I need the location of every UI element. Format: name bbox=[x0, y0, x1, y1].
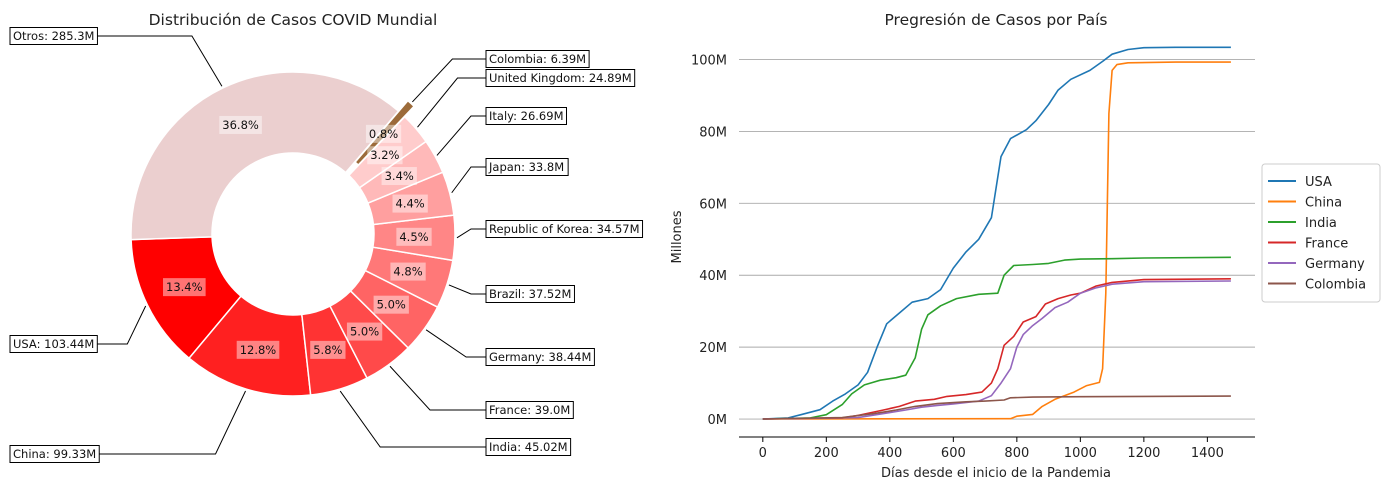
y-tick-label: 60M bbox=[699, 197, 727, 212]
pie-pct-bg-germany bbox=[373, 295, 409, 314]
pie-leader-republic-of-korea bbox=[456, 228, 486, 239]
pie-annotation-otros: Otros: 285.3M bbox=[13, 29, 94, 43]
x-axis-label: Días desde el inicio de la Pandemia bbox=[881, 466, 1111, 481]
line-chart-axes: 0 200 400 600 800 1000 1200 1400 0M 20M 40M 60M 80M 1… bbox=[691, 54, 1255, 461]
pie-annotation-republic-of-korea: Republic of Korea: 34.57M bbox=[489, 222, 640, 236]
series-line-india bbox=[762, 256, 1231, 420]
y-tick-label: 80M bbox=[699, 125, 727, 140]
legend-label-india: India bbox=[1305, 216, 1337, 231]
pie-pct-india: 5.8% bbox=[313, 343, 342, 357]
x-tick-label: 1400 bbox=[1191, 446, 1224, 461]
pie-pct-france: 5.0% bbox=[350, 325, 379, 339]
pie-annotations: USA: 103.44M China: 99.33M India: 45.02M Fr… bbox=[9, 27, 644, 463]
legend-label-colombia: Colombia bbox=[1305, 278, 1366, 293]
pie-pct-japan: 4.4% bbox=[396, 197, 425, 211]
pie-leader-italy bbox=[436, 115, 486, 156]
pie-pct-bg-otros bbox=[219, 115, 262, 134]
pie-annotation-india: India: 45.02M bbox=[489, 440, 568, 454]
pie-slice-united-kingdom bbox=[347, 115, 428, 189]
pie-annotation-italy: Italy: 26.69M bbox=[489, 109, 564, 123]
legend-frame bbox=[1261, 163, 1381, 303]
pie-pct-bg-china bbox=[236, 340, 280, 359]
pie-pct-colombia: 0.8% bbox=[369, 127, 398, 141]
pie-annotation-japan: Japan: 33.8M bbox=[488, 160, 564, 174]
legend-label-usa: USA bbox=[1305, 175, 1332, 190]
pie-pct-bg-france bbox=[346, 322, 383, 341]
pie-leader-otros bbox=[97, 35, 223, 87]
x-tick-label: 1200 bbox=[1127, 446, 1160, 461]
pie-pct-usa: 13.4% bbox=[166, 280, 203, 294]
pie-pct-bg-united-kingdom bbox=[367, 146, 403, 165]
pie-pct-otros: 36.8% bbox=[222, 118, 259, 132]
pie-chart: Distribución de Casos COVID Mundial 13.4… bbox=[9, 11, 644, 463]
pie-pct-bg-india bbox=[310, 340, 346, 359]
pie-leader-united-kingdom bbox=[417, 77, 486, 128]
pie-pct-bg-republic-of-korea bbox=[396, 227, 432, 246]
x-tick-label: 1000 bbox=[1064, 446, 1097, 461]
pie-pct-united-kingdom: 3.2% bbox=[370, 148, 399, 162]
pie-leader-india bbox=[339, 390, 486, 448]
series-line-china bbox=[762, 61, 1231, 420]
pie-annotation-united-kingdom: United Kingdom: 24.89M bbox=[489, 71, 632, 85]
y-tick-label: 0M bbox=[708, 413, 728, 428]
series-line-germany bbox=[762, 280, 1231, 420]
pie-annotation-france: France: 39.0M bbox=[489, 403, 570, 417]
line-chart-title: Pregresión de Casos por País bbox=[884, 11, 1107, 29]
series-line-usa bbox=[762, 46, 1231, 420]
pie-annotation-colombia: Colombia: 6.39M bbox=[489, 52, 586, 66]
y-tick-label: 20M bbox=[699, 341, 727, 356]
legend-label-china: China bbox=[1305, 196, 1342, 211]
pie-chart-title: Distribución de Casos COVID Mundial bbox=[149, 11, 438, 29]
pie-leader-usa bbox=[97, 305, 147, 345]
x-tick-label: 400 bbox=[877, 446, 902, 461]
pie-pct-bg-japan bbox=[392, 194, 428, 213]
line-chart-legend: USA China India France Germany Colombia bbox=[1261, 163, 1381, 303]
x-tick-label: 600 bbox=[941, 446, 966, 461]
pie-pct-brazil: 4.8% bbox=[393, 265, 422, 279]
pie-pct-bg-usa bbox=[163, 278, 206, 297]
pie-annotation-germany: Germany: 38.44M bbox=[489, 350, 591, 364]
series-line-france bbox=[762, 278, 1231, 420]
y-tick-label: 40M bbox=[699, 269, 727, 284]
pie-leader-japan bbox=[451, 166, 486, 194]
pie-leader-germany bbox=[425, 329, 486, 358]
line-chart: Pregresión de Casos por País 0 200 400 600 8… bbox=[670, 11, 1381, 481]
pie-annotation-brazil: Brazil: 37.52M bbox=[489, 287, 571, 301]
pie-pct-bg-italy bbox=[381, 167, 417, 186]
pie-pct-republic-of-korea: 4.5% bbox=[399, 230, 428, 244]
x-tick-label: 200 bbox=[814, 446, 839, 461]
legend-label-germany: Germany bbox=[1305, 257, 1365, 272]
pie-slice-otros bbox=[130, 71, 400, 241]
pie-leader-france bbox=[389, 365, 486, 411]
pie-leader-colombia bbox=[412, 58, 486, 103]
x-tick-label: 0 bbox=[759, 446, 767, 461]
line-chart-grid bbox=[739, 59, 1255, 420]
legend-label-france: France bbox=[1305, 237, 1348, 252]
pie-slices bbox=[130, 71, 456, 397]
pie-leader-china bbox=[99, 390, 246, 455]
pie-leader-brazil bbox=[448, 284, 486, 295]
pie-pct-italy: 3.4% bbox=[385, 169, 414, 183]
pie-pct-germany: 5.0% bbox=[377, 298, 406, 312]
y-axis-label: Millones bbox=[670, 210, 685, 263]
y-tick-label: 100M bbox=[691, 54, 727, 69]
pie-pct-bg-brazil bbox=[390, 262, 426, 281]
series-line-colombia bbox=[762, 395, 1231, 420]
pie-annotation-china: China: 99.33M bbox=[13, 447, 96, 461]
pie-annotation-usa: USA: 103.44M bbox=[13, 337, 94, 351]
pie-percent-labels: 13.4% 12.8% 5.8% 5.0% 5.0% 4.8% 4.5% 4.4% 3.4% 3.… bbox=[163, 115, 432, 359]
pie-pct-china: 12.8% bbox=[240, 343, 277, 357]
pie-pct-bg-colombia bbox=[365, 124, 402, 143]
line-chart-series bbox=[762, 46, 1231, 420]
x-tick-label: 800 bbox=[1004, 446, 1029, 461]
